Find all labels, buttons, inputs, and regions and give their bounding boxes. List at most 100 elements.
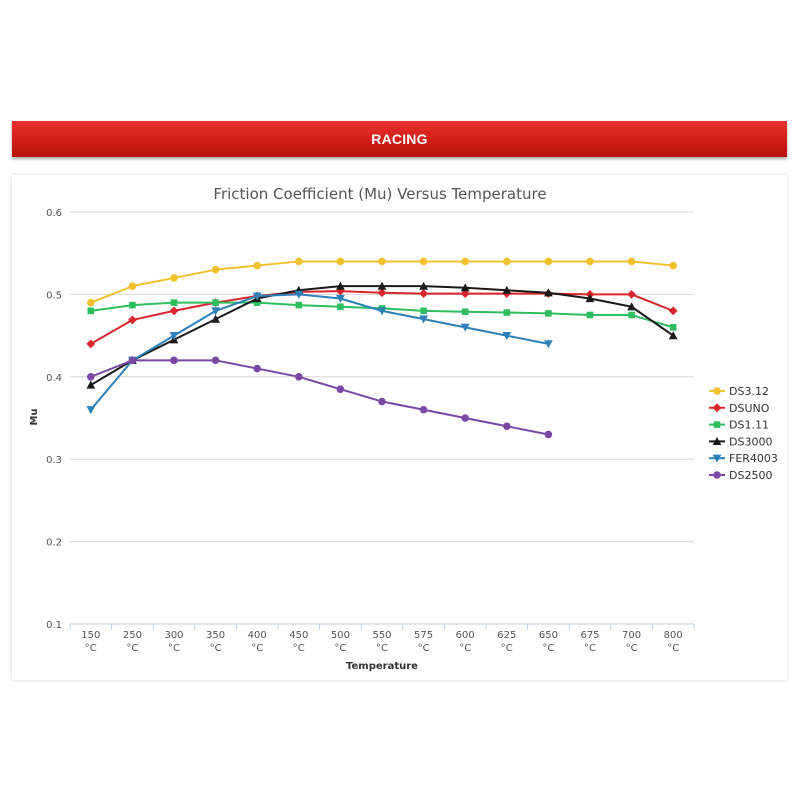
legend-marker [713, 471, 721, 479]
data-point-ds2500 [544, 430, 553, 439]
data-point-ds3000 [627, 302, 636, 311]
data-point-ds1-11 [170, 299, 178, 306]
series-line-ds3000 [90, 285, 674, 386]
legend-item-ds3000[interactable]: DS3000 [709, 435, 772, 448]
x-tick-label: 675 °C [580, 630, 599, 654]
data-point-ds3000 [544, 288, 553, 297]
y-tick-label: 0.5 [46, 290, 62, 301]
y-tick-label: 0.2 [46, 538, 62, 549]
x-tick-label: 800 °C [664, 630, 683, 654]
data-point-ds2500 [336, 385, 345, 393]
data-point-dsuno [419, 289, 428, 298]
data-point-fer4003 [336, 294, 345, 303]
data-point-ds1-11 [253, 299, 261, 306]
series-line-fer4003 [90, 293, 549, 411]
legend-label: DSUNO [729, 402, 770, 415]
y-axis-title: Mu [29, 408, 40, 425]
legend-marker [712, 454, 722, 463]
series-line-ds2500 [90, 359, 549, 436]
legend-item-ds1-11[interactable]: DS1.11 [709, 419, 769, 432]
data-point-ds3000 [86, 380, 96, 389]
banner-title: RACING [371, 131, 428, 147]
data-point-ds3-12 [170, 274, 178, 282]
data-point-ds1-11 [420, 307, 427, 315]
data-point-ds3-12 [503, 257, 511, 266]
data-point-ds1-11 [545, 310, 552, 317]
legend-marker [713, 387, 721, 395]
data-point-ds1-11 [129, 301, 136, 309]
data-point-ds2500 [211, 356, 220, 365]
series-line-dsuno [90, 290, 674, 345]
data-point-ds3-12 [87, 298, 95, 307]
data-point-ds3-12 [461, 257, 470, 266]
data-point-fer4003 [211, 307, 220, 316]
legend-item-dsuno[interactable]: DSUNO [709, 402, 770, 415]
y-tick-label: 0.6 [46, 208, 62, 219]
data-point-dsuno [169, 306, 179, 316]
data-point-ds3-12 [586, 257, 594, 266]
data-point-ds3000 [336, 281, 345, 290]
data-point-ds3-12 [295, 257, 303, 266]
legend-item-fer4003[interactable]: FER4003 [709, 452, 778, 465]
y-tick-label: 0.1 [46, 620, 62, 631]
legend-label: DS3000 [729, 435, 772, 448]
x-tick-label: 300 °C [164, 630, 183, 654]
data-point-ds1-11 [87, 307, 95, 315]
legend-label: FER4003 [729, 452, 778, 465]
data-point-ds2500 [503, 422, 511, 431]
chart-title: Friction Coefficient (Mu) Versus Tempera… [213, 185, 546, 203]
y-tick-label: 0.3 [46, 455, 62, 466]
legend-item-ds2500[interactable]: DS2500 [709, 469, 772, 482]
data-point-fer4003 [294, 290, 304, 299]
data-point-ds3-12 [253, 261, 261, 270]
x-axis-title: Temperature [346, 661, 418, 672]
data-point-ds2500 [461, 414, 470, 422]
data-point-ds3000 [460, 283, 470, 292]
x-tick-label: 450 °C [289, 630, 308, 654]
data-point-ds1-11 [212, 299, 219, 306]
data-point-dsuno [377, 288, 387, 298]
series-ds2500 [87, 356, 553, 439]
data-point-ds1-11 [337, 303, 344, 311]
data-point-dsuno [128, 315, 137, 325]
data-point-ds1-11 [586, 311, 594, 319]
racing-banner: RACING [12, 121, 787, 157]
legend-marker [713, 421, 721, 428]
data-point-fer4003 [169, 332, 179, 340]
data-point-ds1-11 [461, 308, 469, 316]
data-point-ds3-12 [128, 282, 137, 290]
chart-panel: Friction Coefficient (Mu) Versus Tempera… [12, 175, 787, 680]
data-point-ds3000 [419, 281, 428, 290]
data-point-ds2500 [378, 397, 386, 406]
data-point-dsuno [86, 339, 96, 349]
data-point-ds3000 [585, 294, 595, 303]
data-point-ds3000 [502, 285, 512, 294]
data-point-ds2500 [128, 356, 137, 365]
data-point-dsuno [668, 306, 678, 316]
data-point-ds3-12 [336, 257, 345, 266]
series-fer4003 [86, 290, 553, 415]
data-point-ds1-11 [295, 301, 303, 309]
data-point-fer4003 [252, 292, 262, 301]
data-point-fer4003 [419, 315, 428, 324]
x-tick-label: 575 °C [414, 630, 433, 654]
legend-label: DS1.11 [729, 419, 769, 432]
data-point-fer4003 [502, 332, 512, 340]
x-tick-label: 625 °C [497, 630, 516, 654]
x-tick-label: 500 °C [331, 630, 350, 654]
data-point-ds2500 [253, 364, 261, 373]
legend-marker [712, 403, 722, 413]
data-point-ds2500 [170, 356, 178, 365]
data-point-ds2500 [419, 405, 428, 414]
data-point-ds3000 [668, 331, 678, 340]
x-tick-label: 650 °C [539, 630, 558, 654]
data-point-fer4003 [544, 340, 553, 349]
data-point-ds3000 [211, 314, 220, 323]
series-ds3000 [86, 281, 678, 389]
x-tick-label: 700 °C [622, 630, 641, 654]
data-point-ds3-12 [544, 257, 553, 266]
legend-item-ds3-12[interactable]: DS3.12 [709, 385, 769, 398]
data-point-ds3-12 [419, 257, 428, 266]
data-point-ds2500 [87, 373, 95, 381]
data-point-ds1-11 [628, 311, 635, 319]
